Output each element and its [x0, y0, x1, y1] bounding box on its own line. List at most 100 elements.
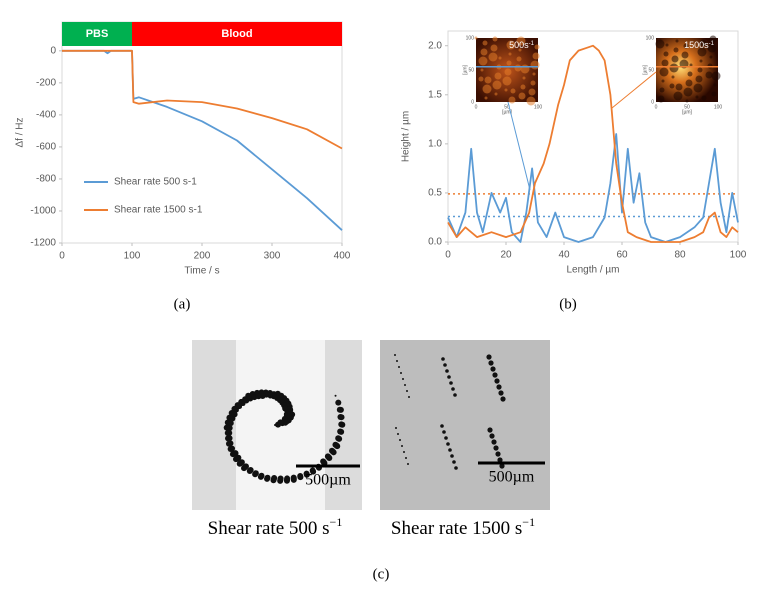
platelet-aggregate — [330, 449, 333, 452]
platelet-aggregate — [254, 470, 259, 475]
inset-texture — [673, 91, 683, 101]
inset-texture — [697, 47, 707, 57]
inset-texture — [671, 75, 675, 79]
inset-texture — [510, 88, 516, 94]
platelet-aggregate — [487, 427, 493, 433]
platelet-aggregate — [336, 406, 343, 413]
platelet-aggregate — [447, 375, 451, 379]
platelet-aggregate — [259, 473, 264, 478]
inset-label: 500s-1 — [509, 40, 535, 50]
platelet-aggregate — [228, 432, 231, 435]
inset-texture — [526, 96, 536, 106]
inset-x-tick: 0 — [655, 104, 658, 110]
inset-texture — [478, 76, 484, 82]
platelet-aggregate — [282, 418, 285, 421]
inset-y-title: [µm] — [642, 64, 648, 74]
inset-texture — [659, 67, 669, 77]
phase-label: Blood — [221, 28, 252, 40]
platelet-aggregate — [498, 390, 504, 396]
data-line — [62, 49, 343, 150]
y-tick-label: -800 — [36, 174, 56, 185]
x-tick-label: 200 — [194, 251, 211, 262]
platelet-aggregate — [238, 459, 245, 466]
platelet-aggregate — [282, 405, 289, 412]
inset-texture — [480, 68, 484, 72]
inset-texture — [504, 88, 508, 92]
panel-label: (b) — [559, 296, 577, 312]
platelet-aggregate — [278, 399, 281, 402]
inset-texture — [520, 84, 526, 90]
data-line — [447, 133, 739, 243]
inset-texture — [522, 76, 526, 80]
inset-y-tick: 0 — [471, 99, 474, 105]
inset-texture — [661, 79, 665, 83]
inset-label-text: 1500s — [684, 40, 709, 50]
platelet-aggregate — [310, 467, 315, 472]
x-tick-label: 80 — [674, 250, 686, 261]
inset-label-sup: -1 — [709, 41, 715, 47]
inset-texture — [506, 60, 512, 66]
platelet-aggregate — [230, 446, 235, 451]
inset-texture — [669, 63, 679, 73]
platelet-aggregate — [486, 354, 492, 360]
inset-texture — [687, 71, 693, 77]
x-tick-label: 100 — [124, 251, 141, 262]
inset-texture — [707, 43, 717, 53]
platelet-aggregate — [403, 451, 405, 453]
platelet-aggregate — [404, 384, 406, 386]
inset-texture — [480, 48, 488, 56]
platelet-aggregate — [335, 399, 342, 406]
inset-texture — [699, 39, 707, 47]
plot-frame — [447, 30, 739, 243]
platelet-aggregate — [494, 378, 500, 384]
inset-y-tick: 50 — [468, 67, 474, 73]
y-tick-label: 0.0 — [428, 237, 442, 248]
inset-texture — [504, 68, 512, 76]
platelet-aggregate — [272, 396, 275, 399]
inset-y-tick: 100 — [646, 35, 655, 41]
legend-label: Shear rate 1500 s-1 — [114, 205, 203, 216]
image-caption: Shear rate 1500 s−1 — [391, 515, 535, 540]
inset-texture — [532, 52, 540, 60]
platelet-aggregate — [448, 448, 452, 452]
platelet-aggregate — [337, 429, 342, 434]
platelet-aggregate — [334, 443, 337, 446]
platelet-aggregate — [454, 466, 458, 470]
inset-texture — [711, 71, 721, 81]
platelet-aggregate — [394, 354, 396, 356]
phase-band — [62, 22, 132, 46]
platelet-aggregate — [228, 436, 233, 441]
inset-texture — [506, 40, 516, 50]
x-axis-title: Time / s — [184, 266, 219, 277]
inset-texture — [655, 39, 665, 49]
inset-texture — [681, 51, 689, 59]
inset-texture — [673, 47, 679, 53]
inset-texture — [482, 84, 492, 94]
inset-texture — [701, 95, 707, 101]
inset-texture — [675, 83, 683, 91]
platelet-aggregate — [452, 460, 456, 464]
inset-label-text: 500s — [509, 40, 529, 50]
inset-texture — [709, 55, 713, 59]
platelet-aggregate — [451, 387, 455, 391]
platelet-aggregate — [259, 393, 266, 400]
platelet-aggregate — [265, 475, 270, 480]
platelet-aggregate — [235, 454, 242, 461]
y-tick-label: -400 — [36, 110, 56, 121]
platelet-aggregate — [491, 439, 497, 445]
platelet-aggregate — [445, 369, 449, 373]
x-tick-label: 300 — [264, 251, 281, 262]
inset-texture — [502, 76, 512, 86]
platelet-aggregate — [237, 404, 242, 409]
inset-texture — [508, 96, 516, 104]
platelet-aggregate — [249, 398, 252, 401]
platelet-aggregate — [229, 441, 234, 446]
inset-x-tick: 50 — [504, 104, 510, 110]
inset-texture — [699, 59, 703, 63]
inset-texture — [695, 95, 699, 99]
scale-bar-label: 500µm — [489, 469, 535, 486]
x-tick-label: 60 — [616, 250, 628, 261]
inset-texture — [683, 87, 693, 97]
image-caption-sup: −1 — [330, 515, 343, 529]
